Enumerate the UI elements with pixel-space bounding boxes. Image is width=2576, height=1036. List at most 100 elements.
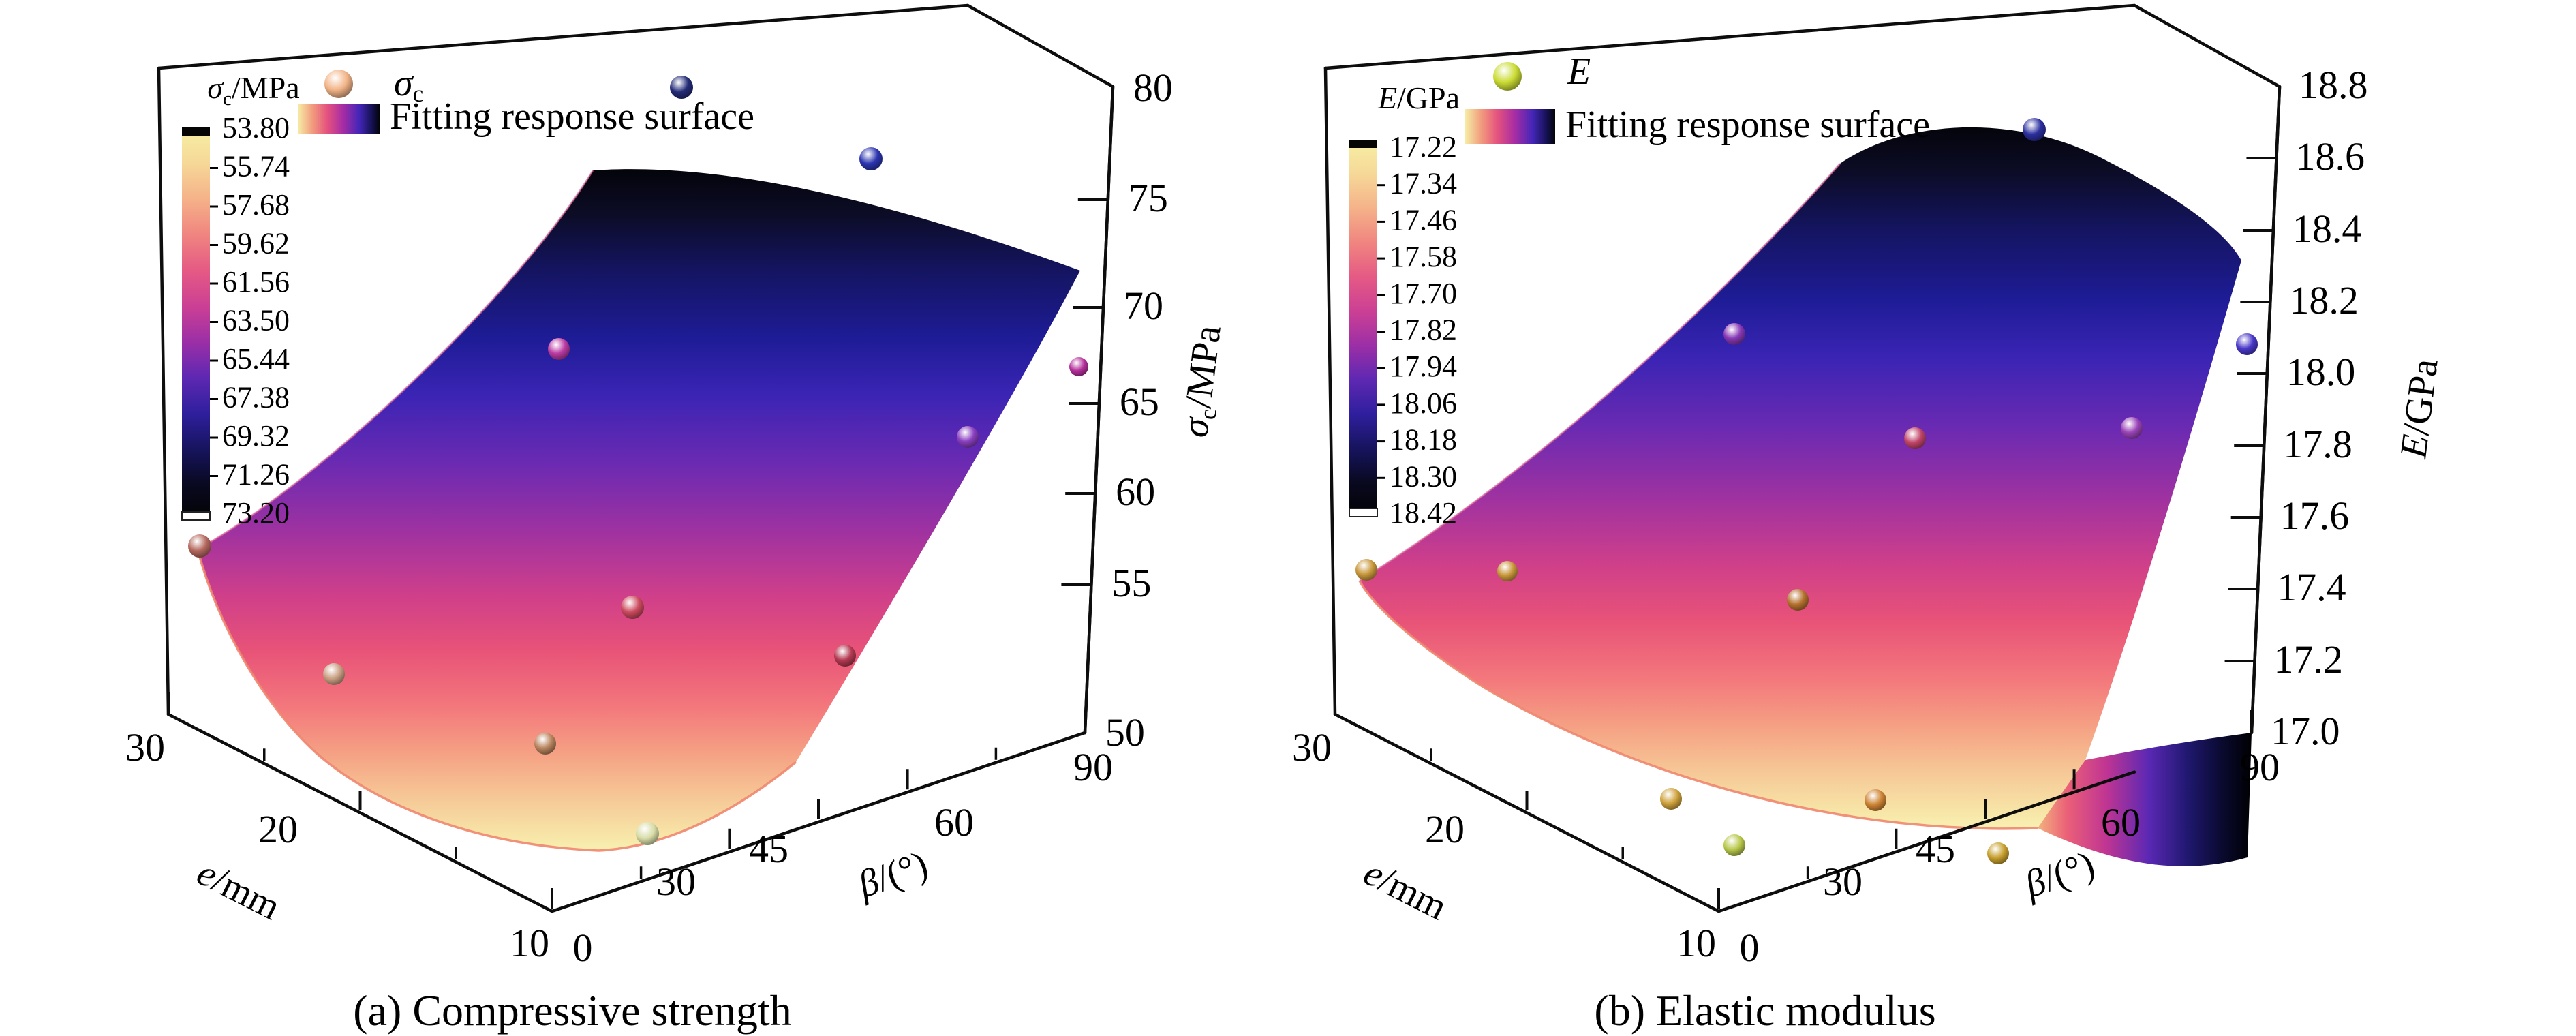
legend-surface-swatch: [1465, 109, 1555, 144]
colorbar-tick-label: 61.56: [222, 265, 290, 299]
data-point-sphere: [323, 663, 345, 685]
colorbar-tick-label: 18.06: [1390, 386, 1457, 420]
beta-tick-label: 90: [2240, 745, 2280, 789]
beta-tick-label: 45: [1916, 827, 1955, 871]
z-tick-label: 17.4: [2277, 565, 2346, 609]
data-point-sphere: [670, 76, 693, 99]
e-axis-label: e/mm: [190, 851, 287, 928]
e-tick-label: 30: [125, 725, 165, 770]
panel-a-compressive-strength: 30 20 10 e/mm 0 30 45 60 90 β/(°) 80 75 70 65 60 55 50 σc…: [125, 3, 1232, 970]
beta-tick-label: 0: [1740, 926, 1760, 970]
panel-b-elastic-modulus: 30 20 10 e/mm 0 30 45 60 90 β/(°) 18.8 18.6 18.4 18.2…: [1292, 3, 2447, 970]
legend-surface-label: Fitting response surface: [390, 95, 754, 138]
data-point-sphere: [1723, 323, 1745, 345]
data-point-sphere: [1355, 559, 1377, 581]
colorbar-tick-label: 18.42: [1390, 496, 1457, 530]
data-point-sphere: [1865, 789, 1886, 811]
e-axis-line: [166, 712, 554, 913]
data-point-sphere: [1660, 788, 1682, 810]
scatter-points: [188, 76, 1088, 845]
legend-point-marker: [324, 70, 353, 98]
z-tick-label: 18.0: [2286, 350, 2356, 394]
e-tick-label: 30: [1292, 725, 1332, 770]
colorbar-tick-label: 17.58: [1390, 240, 1457, 273]
colorbar-tick-label: 59.62: [222, 227, 290, 260]
legend-surface-swatch: [298, 104, 380, 134]
colorbar-tick-label: 55.74: [222, 150, 290, 183]
surface-ridge-rim: [197, 170, 594, 551]
colorbar-tick-label: 17.22: [1390, 130, 1457, 164]
colorbar-title: σc/MPa: [207, 70, 299, 110]
colorbar-title: E/GPa: [1377, 80, 1460, 115]
data-point-sphere: [621, 596, 644, 619]
e-axis-line: [1333, 712, 1721, 913]
beta-tick-label: 45: [749, 827, 788, 871]
z-tick-label: 75: [1129, 176, 1168, 220]
e-tick-label: 20: [1425, 807, 1465, 851]
response-surface: [198, 169, 1080, 851]
data-point-sphere: [1787, 589, 1809, 611]
z-tick-label: 65: [1120, 380, 1159, 424]
floor-axes: [1333, 85, 2282, 913]
surface-front-rim: [196, 549, 797, 852]
frame-edge: [157, 3, 970, 70]
beta-tick-label: 30: [656, 859, 696, 904]
caption-a: (a) Compressive strength: [353, 986, 792, 1035]
colorbar-tick-label: 65.44: [222, 342, 290, 376]
legend-point-label: E: [1567, 50, 1591, 93]
beta-axis-label: β/(°): [2019, 843, 2100, 906]
z-tick-label: 17.6: [2280, 493, 2350, 538]
colorbar: [182, 127, 210, 520]
colorbar-tick-label: 17.70: [1390, 277, 1457, 310]
data-point-sphere: [859, 147, 883, 170]
data-point-sphere: [1904, 427, 1926, 449]
floor-axes: [166, 85, 1115, 913]
colorbar-tick-label: 57.68: [222, 188, 290, 222]
beta-axis-line: [550, 731, 1087, 913]
z-tick-label: 60: [1116, 470, 1155, 514]
response-surface-band: [2038, 733, 2252, 866]
beta-axis-line: [1717, 770, 2136, 913]
colorbar-tick-label: 18.30: [1390, 459, 1457, 493]
z-axis-label: σc/MPa: [1174, 323, 1232, 440]
colorbar-tick-label: 17.34: [1390, 167, 1457, 200]
frame-edge: [2132, 3, 2282, 89]
data-point-sphere: [2236, 333, 2258, 355]
colorbar-top-cap: [1349, 140, 1377, 148]
colorbar-tick-label: 17.82: [1390, 314, 1457, 347]
colorbar-tick-label: 17.94: [1390, 350, 1457, 383]
z-tick-label: 18.2: [2289, 278, 2359, 322]
data-point-sphere: [2023, 118, 2046, 141]
surface-ridge-rim: [1359, 163, 1841, 582]
data-point-sphere: [834, 645, 856, 667]
surface-front-rim: [1358, 580, 2038, 830]
beta-tick-label: 30: [1823, 859, 1862, 904]
z-tick-label: 17.2: [2274, 637, 2344, 682]
legend-point-marker: [1493, 62, 1522, 91]
colorbar-tick-label: 18.18: [1390, 423, 1457, 457]
frame-edge: [157, 66, 170, 716]
z-axis-label: E/GPa: [2392, 356, 2447, 461]
z-tick-label: 17.8: [2283, 422, 2352, 466]
data-point-sphere: [548, 338, 570, 360]
z-tick-label: 50: [1105, 710, 1145, 755]
data-point-sphere: [534, 733, 556, 755]
caption-b: (b) Elastic modulus: [1594, 986, 1936, 1035]
z-tick-label: 80: [1133, 65, 1173, 110]
data-point-sphere: [2121, 417, 2143, 439]
colorbar-bottom-cap: [1349, 508, 1378, 517]
frame-edge: [1323, 3, 2136, 70]
frame-edge: [1323, 66, 1337, 716]
data-point-sphere: [1723, 834, 1745, 856]
beta-tick-label: 60: [934, 800, 974, 844]
colorbar-tick-label: 69.32: [222, 419, 290, 453]
z-tick-label: 18.6: [2295, 134, 2365, 179]
beta-tick-label: 0: [573, 926, 593, 970]
colorbar-top-cap: [182, 127, 210, 136]
z-tick-label: 55: [1111, 561, 1151, 605]
legend-point-label: σc: [394, 62, 423, 107]
beta-tick-label: 90: [1073, 745, 1113, 789]
colorbar-bottom-cap: [181, 511, 211, 521]
